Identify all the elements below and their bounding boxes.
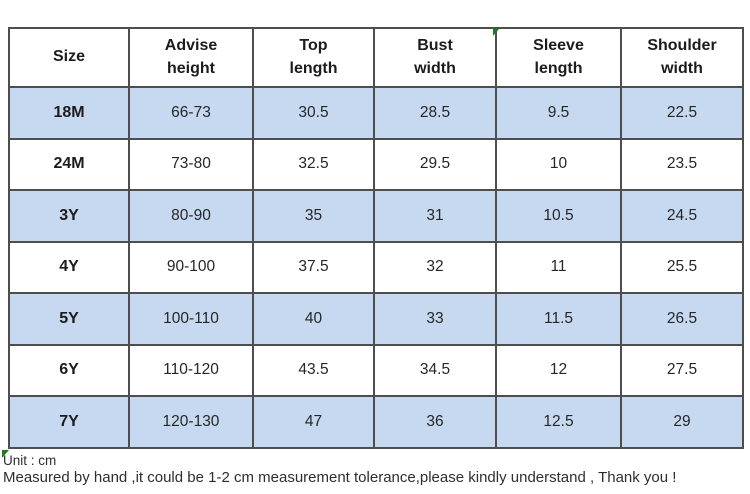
sleeve-length-cell: 12.5 [495,395,622,449]
table-row-4y: 4Y 90-100 37.5 32 11 25.5 [8,240,744,294]
sleeve-length-cell: 11.5 [495,292,622,346]
green-flag-icon [2,450,9,458]
bust-width-cell: 32 [373,240,497,294]
advise-height-cell: 110-120 [128,343,254,397]
advise-height-cell: 90-100 [128,240,254,294]
size-chart-table: Size Advise height Top length Bust width… [8,27,744,449]
size-cell: 3Y [8,189,130,243]
bust-width-cell: 31 [373,189,497,243]
shoulder-width-cell: 22.5 [620,86,744,140]
unit-note: Unit : cm [3,453,57,468]
advise-height-cell: 100-110 [128,292,254,346]
top-length-cell: 37.5 [252,240,375,294]
bust-width-cell: 36 [373,395,497,449]
sleeve-length-cell: 12 [495,343,622,397]
table-row-24m: 24M 73-80 32.5 29.5 10 23.5 [8,137,744,191]
top-length-cell: 35 [252,189,375,243]
bust-width-cell: 34.5 [373,343,497,397]
column-header-sleeve-length: Sleeve length [495,27,622,88]
sleeve-length-cell: 11 [495,240,622,294]
shoulder-width-cell: 25.5 [620,240,744,294]
header-row: Size Advise height Top length Bust width… [8,27,744,88]
advise-height-cell: 73-80 [128,137,254,191]
tolerance-note: Measured by hand ,it could be 1-2 cm mea… [3,469,677,486]
bust-width-cell: 29.5 [373,137,497,191]
top-length-cell: 43.5 [252,343,375,397]
column-header-size: Size [8,27,130,88]
size-cell: 6Y [8,343,130,397]
bust-width-cell: 28.5 [373,86,497,140]
top-length-cell: 47 [252,395,375,449]
footer-notes: Unit : cm Measured by hand ,it could be … [3,452,676,487]
shoulder-width-cell: 26.5 [620,292,744,346]
top-length-cell: 40 [252,292,375,346]
top-length-cell: 30.5 [252,86,375,140]
column-header-bust-width: Bust width [373,27,497,88]
shoulder-width-cell: 27.5 [620,343,744,397]
sleeve-length-cell: 9.5 [495,86,622,140]
shoulder-width-cell: 24.5 [620,189,744,243]
advise-height-cell: 120-130 [128,395,254,449]
advise-height-cell: 80-90 [128,189,254,243]
top-length-cell: 32.5 [252,137,375,191]
size-cell: 18M [8,86,130,140]
shoulder-width-cell: 29 [620,395,744,449]
size-cell: 4Y [8,240,130,294]
bust-width-cell: 33 [373,292,497,346]
green-flag-icon [493,29,499,36]
table-row-6y: 6Y 110-120 43.5 34.5 12 27.5 [8,343,744,397]
sleeve-length-cell: 10 [495,137,622,191]
shoulder-width-cell: 23.5 [620,137,744,191]
table-row-3y: 3Y 80-90 35 31 10.5 24.5 [8,189,744,243]
advise-height-cell: 66-73 [128,86,254,140]
column-header-advise-height: Advise height [128,27,254,88]
size-cell: 24M [8,137,130,191]
column-header-shoulder-width: Shoulder width [620,27,744,88]
table-row-5y: 5Y 100-110 40 33 11.5 26.5 [8,292,744,346]
size-cell: 5Y [8,292,130,346]
table-row-18m: 18M 66-73 30.5 28.5 9.5 22.5 [8,86,744,140]
sleeve-length-cell: 10.5 [495,189,622,243]
table-row-7y: 7Y 120-130 47 36 12.5 29 [8,395,744,449]
column-header-top-length: Top length [252,27,375,88]
size-cell: 7Y [8,395,130,449]
